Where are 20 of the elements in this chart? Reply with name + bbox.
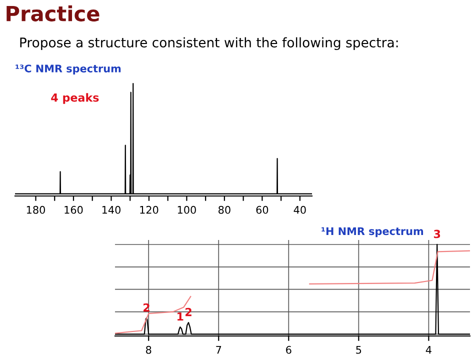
x-tick-label: 5 <box>356 346 362 354</box>
x-tick-label: 8 <box>146 346 152 354</box>
x-tick-label: 4 <box>426 346 432 354</box>
x-tick-label: 140 <box>102 206 120 214</box>
text: ¹³C NMR spectrum <box>16 64 121 74</box>
chart-subtitle: Propose a structure consistent with the following spectra: <box>20 37 398 50</box>
chart-title: Practice <box>6 5 100 22</box>
x-tick-label: 7 <box>216 346 222 354</box>
annotation: 1 <box>178 312 184 321</box>
text: ¹H NMR spectrum <box>322 227 424 238</box>
x-tick-label: 80 <box>218 206 230 214</box>
x-tick-label: 160 <box>64 206 83 214</box>
x-tick-label: 100 <box>178 206 196 214</box>
x-tick-label: 60 <box>256 206 268 214</box>
x-tick-label: 180 <box>26 206 46 214</box>
x-tick-label: 40 <box>294 206 306 214</box>
x-tick-label: 120 <box>140 206 158 214</box>
x-tick-label: 6 <box>286 346 292 354</box>
annotation: 4 peaks <box>51 93 99 104</box>
annotation: 3 <box>434 230 440 238</box>
